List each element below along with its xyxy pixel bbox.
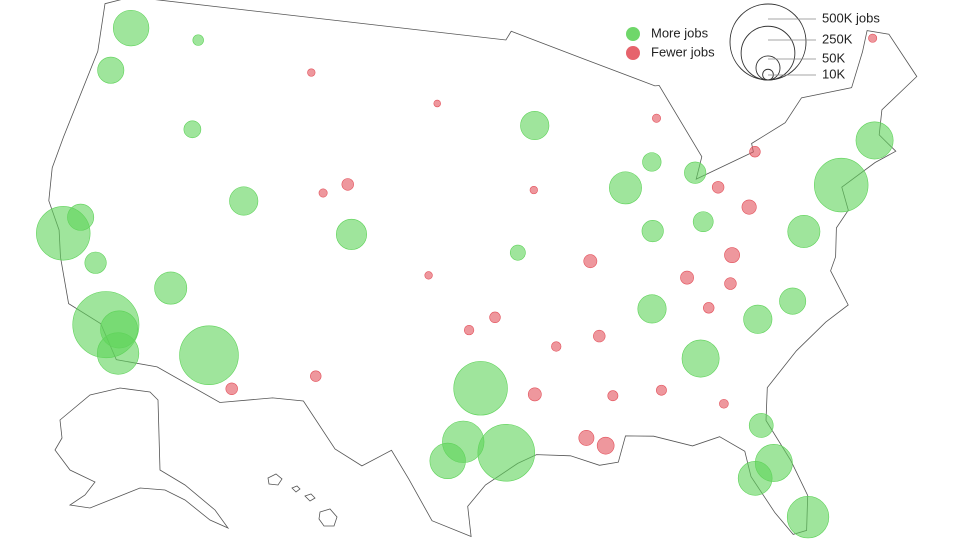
job-bubble	[596, 436, 615, 455]
size-legend-circle	[729, 3, 807, 81]
job-bubble	[642, 152, 662, 172]
job-bubble	[527, 387, 542, 402]
job-bubble	[741, 199, 757, 215]
base-map	[48, 0, 918, 538]
job-bubble	[748, 413, 774, 438]
job-bubble	[593, 329, 606, 343]
legend-label: More jobs	[651, 25, 709, 40]
size-legend-circle	[755, 55, 781, 81]
job-bubble	[641, 220, 664, 243]
job-bubble	[609, 171, 642, 205]
job-bubble	[463, 324, 475, 336]
job-bubble	[192, 34, 204, 46]
size-legend-label: 500K jobs	[822, 10, 880, 25]
job-bubble	[489, 311, 501, 324]
job-bubble	[529, 185, 538, 195]
job-bubble	[520, 111, 550, 141]
job-bubble	[724, 277, 737, 290]
job-bubble	[814, 157, 869, 213]
job-bubble	[779, 287, 807, 315]
legend-label: Fewer jobs	[651, 44, 715, 59]
job-bubble	[335, 218, 367, 250]
job-bubble	[112, 9, 150, 47]
job-bubble	[749, 146, 761, 158]
job-bubble	[868, 33, 878, 43]
size-legend-label: 10K	[822, 66, 845, 81]
job-bubble	[680, 270, 694, 285]
job-bubble	[310, 370, 322, 382]
job-bubble	[607, 390, 619, 402]
job-bubble	[855, 121, 894, 160]
job-bubble	[225, 382, 238, 395]
job-bubble	[787, 215, 821, 248]
job-bubble	[229, 186, 259, 216]
job-bubble	[477, 424, 536, 482]
bubble-layer	[36, 9, 894, 539]
size-legend-label: 250K	[822, 31, 853, 46]
job-bubble	[743, 304, 773, 334]
job-bubble	[711, 181, 725, 194]
job-bubble	[307, 68, 316, 77]
job-bubble	[578, 430, 595, 446]
job-bubble	[737, 461, 773, 496]
job-bubble	[453, 361, 508, 416]
job-bubble	[786, 496, 830, 539]
job-bubble	[183, 120, 202, 139]
job-bubble	[551, 341, 562, 352]
job-bubble	[424, 271, 433, 280]
job-bubble	[67, 203, 95, 231]
legend-swatch	[626, 27, 640, 41]
job-bubble	[97, 56, 125, 84]
legend-swatch	[626, 46, 640, 60]
size-legend-circle	[740, 25, 796, 81]
job-bubble	[433, 99, 441, 108]
size-legend-circle	[762, 68, 774, 81]
size-legend-label: 50K	[822, 50, 845, 65]
job-bubble	[652, 113, 661, 123]
job-bubble	[724, 247, 740, 264]
job-bubble	[656, 384, 667, 396]
job-bubble	[341, 178, 354, 191]
job-bubble	[719, 398, 729, 409]
job-bubble	[583, 254, 598, 269]
hawaii	[267, 473, 338, 527]
job-bubble	[100, 310, 138, 349]
alaska	[54, 387, 230, 529]
job-bubble	[429, 442, 466, 480]
job-bubble	[684, 161, 707, 184]
job-bubble	[84, 251, 107, 274]
job-bubble	[692, 211, 714, 233]
job-bubble	[681, 339, 720, 378]
job-bubble	[154, 271, 188, 305]
job-bubble	[318, 188, 328, 198]
job-bubble	[179, 325, 239, 385]
job-bubble	[637, 294, 667, 324]
job-bubble	[509, 244, 526, 261]
job-bubble	[703, 302, 715, 314]
